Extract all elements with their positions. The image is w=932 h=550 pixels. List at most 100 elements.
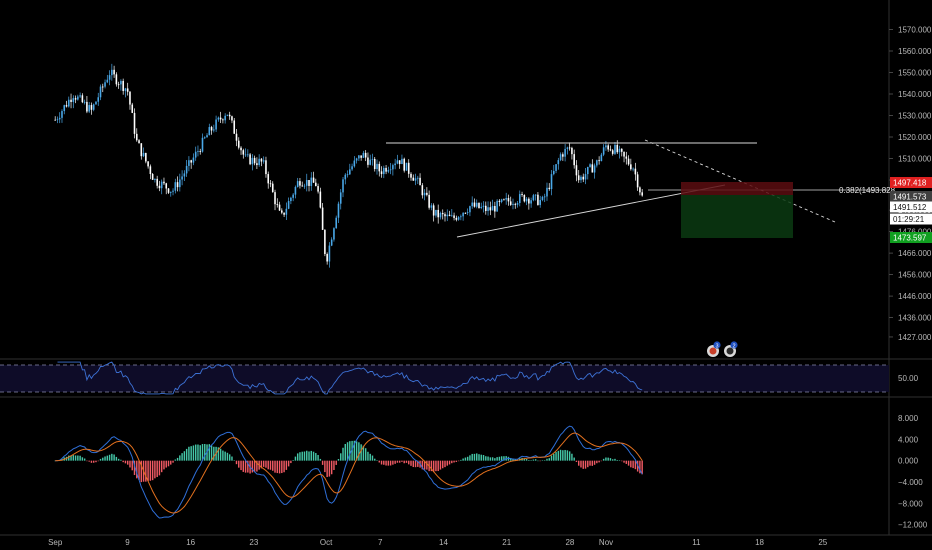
price-tag-bg (890, 232, 932, 243)
price-tick-label: 1550.000 (898, 69, 932, 78)
candle-body (72, 98, 75, 102)
candle-body (192, 157, 195, 163)
candle-body (514, 203, 517, 205)
macd-hist-bar (528, 460, 530, 461)
macd-hist-bar (446, 460, 448, 466)
short-position-stop-zone[interactable] (681, 182, 793, 195)
candle-body (262, 160, 265, 162)
macd-hist-bar (596, 460, 598, 464)
candle-body (339, 192, 342, 204)
macd-hist-bar (548, 458, 550, 461)
macd-tick-label: 4.000 (898, 435, 919, 444)
rsi-pane[interactable] (0, 361, 889, 395)
candle-body (620, 148, 623, 152)
macd-hist-bar (217, 447, 220, 461)
macd-hist-bar (160, 460, 163, 473)
macd-hist-bar (593, 460, 596, 465)
candle-body (546, 187, 548, 197)
candle-body (432, 205, 435, 216)
macd-hist-bar (444, 460, 446, 468)
candle-body (312, 177, 315, 183)
candle-body (396, 160, 399, 164)
candle-body (104, 82, 106, 87)
earnings-badges[interactable]: 3 2 (707, 341, 738, 357)
macd-hist-bar (539, 460, 541, 462)
candle-body (301, 185, 304, 187)
macd-hist-bar (95, 460, 97, 463)
macd-hist-bar (124, 460, 127, 464)
candle-body (355, 158, 358, 161)
macd-hist-bar (435, 460, 437, 472)
candle-body (260, 158, 263, 162)
macd-hist-bar (616, 459, 618, 461)
macd-hist-bar (605, 457, 607, 461)
candle-body (412, 177, 415, 181)
candle-body (611, 150, 614, 154)
candle-body (181, 176, 183, 180)
macd-hist-bar (247, 460, 249, 473)
macd-hist-bar (618, 460, 621, 461)
macd-hist-bar (369, 453, 371, 461)
macd-hist-bar (344, 444, 346, 461)
time-tick-label: Sep (48, 538, 63, 547)
macd-hist-bar (577, 460, 580, 466)
candle-body (83, 101, 86, 103)
candle-body (290, 197, 292, 202)
macd-hist-bar (253, 460, 256, 473)
candle-body (398, 160, 401, 165)
macd-hist-bar (308, 451, 310, 461)
price-tag-bg (890, 201, 932, 213)
macd-hist-bar (335, 460, 337, 465)
macd-hist-bar (163, 460, 165, 470)
macd-hist-bar (156, 460, 158, 478)
candle-body (500, 199, 503, 202)
macd-axis[interactable]: 8.000 4.000 0.000 −4.000 −8.000 −12.000 (898, 414, 928, 530)
macd-hist-bar (296, 453, 299, 461)
macd-hist-bar (559, 449, 562, 461)
price-tick-label: 1520.000 (898, 133, 932, 142)
candle-body (226, 114, 229, 116)
candle-body (63, 105, 66, 112)
time-axis[interactable]: Sep 9 16 23 Oct 7 14 21 28 Nov 11 18 25 (48, 538, 828, 547)
price-tag-bg (890, 191, 932, 202)
macd-hist-bar (240, 460, 242, 471)
price-tick-label: 1427.000 (898, 333, 932, 342)
candle-body (281, 210, 283, 213)
macd-hist-bar (185, 448, 188, 461)
rsi-axis[interactable]: 50.00 (898, 374, 919, 383)
candle-body (256, 163, 258, 166)
candle-body (310, 177, 313, 186)
macd-hist-bar (326, 460, 328, 478)
drawings[interactable]: 0.382(1493.828 (386, 139, 896, 238)
triangle-lower-trendline[interactable] (456, 184, 726, 238)
candle-body (516, 203, 519, 205)
macd-hist-bar (591, 460, 594, 466)
short-position-target-zone[interactable] (681, 195, 793, 238)
candle-body (435, 209, 437, 216)
macd-hist-bar (197, 444, 199, 461)
macd-hist-bar (466, 456, 469, 461)
price-tick-label: 1540.000 (898, 90, 932, 99)
macd-hist-bar (151, 460, 154, 481)
macd-hist-bar (306, 450, 308, 461)
macd-hist-bar (534, 459, 537, 461)
candle-body (528, 198, 530, 204)
macd-hist-bar (403, 460, 405, 464)
candle-body (392, 165, 394, 170)
macd-hist-bar (194, 444, 197, 461)
macd-hist-bar (319, 458, 322, 461)
macd-hist-bar (396, 460, 399, 463)
candle-body (525, 198, 528, 202)
candle-body (199, 151, 202, 152)
macd-hist-bar (602, 458, 605, 461)
price-tag-label: 1473.597 (893, 234, 927, 243)
candle-body (450, 215, 453, 217)
macd-hist-bar (111, 453, 113, 461)
candle-body (369, 159, 372, 165)
descending-dashed-trendline[interactable] (644, 139, 836, 223)
macd-hist-bar (566, 450, 569, 461)
macd-hist-bar (145, 460, 147, 482)
candle-body (627, 158, 630, 165)
candle-body (67, 99, 70, 107)
